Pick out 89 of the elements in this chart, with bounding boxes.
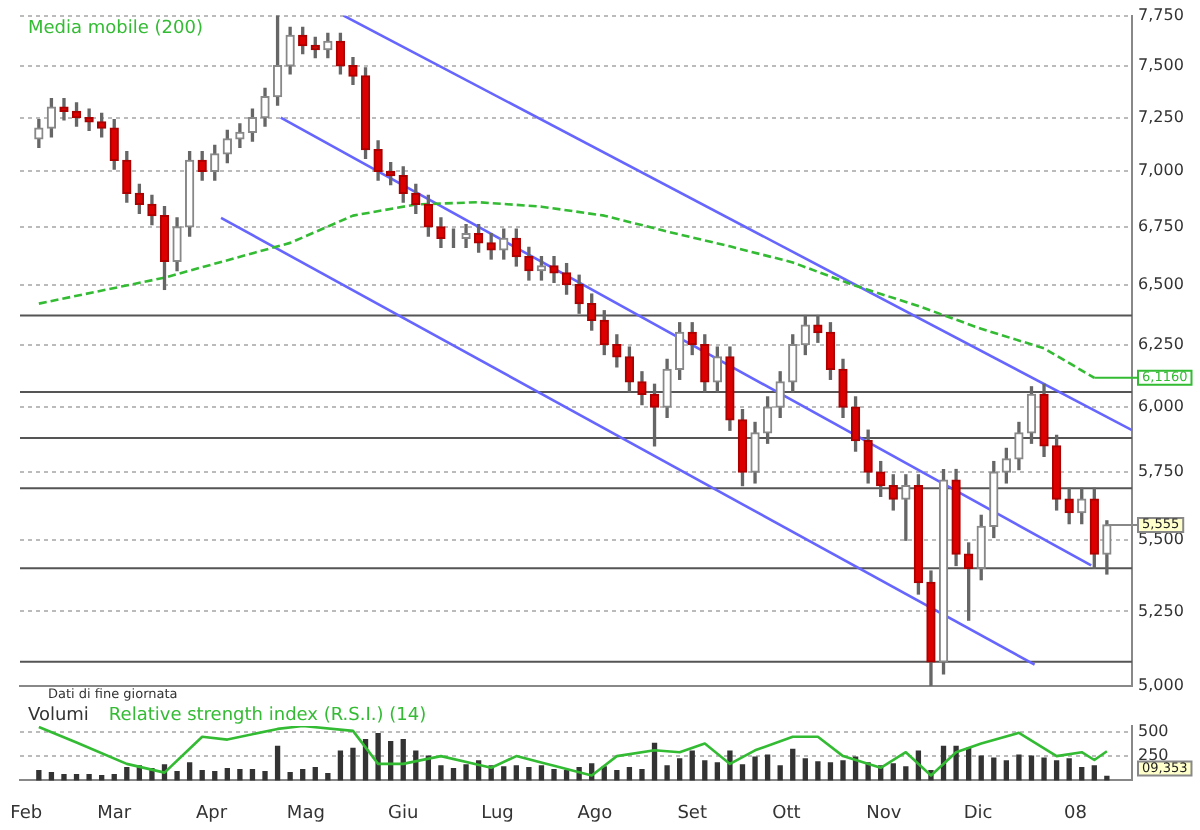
bar: [903, 766, 909, 781]
bar: [890, 763, 896, 781]
bar: [350, 747, 356, 781]
bar: [840, 760, 846, 781]
x-tick-label: Lug: [481, 803, 514, 824]
candlestick: [461, 224, 471, 249]
y-tick-label: 5,750: [1138, 462, 1184, 481]
bar: [639, 769, 645, 781]
bar: [36, 770, 42, 781]
bar: [1053, 760, 1060, 781]
bar: [450, 768, 457, 781]
bar: [199, 770, 205, 781]
y-tick-label: 7,500: [1138, 55, 1184, 74]
x-tick-label: Feb: [10, 803, 43, 824]
y-tick-label: 7,250: [1138, 107, 1184, 126]
text: Media mobile (200): [28, 19, 203, 40]
y-tick-label: 7,000: [1138, 161, 1184, 180]
x-tick-label: Dic: [963, 803, 993, 824]
bar: [689, 750, 695, 781]
bar: [614, 770, 620, 781]
bar: [513, 765, 519, 781]
x-tick-label: 08: [1064, 803, 1088, 824]
bar: [262, 771, 268, 781]
bar: [1091, 765, 1097, 781]
y-tick-label: 6,750: [1138, 217, 1184, 236]
bar: [677, 758, 683, 781]
bar: [186, 762, 193, 781]
y-tick-label: 6,000: [1138, 397, 1184, 416]
bar: [237, 769, 243, 781]
bar: [1066, 758, 1072, 781]
bar: [1028, 755, 1035, 781]
bar: [790, 748, 796, 781]
bar: [702, 760, 708, 781]
bar: [375, 733, 381, 781]
y-tick-label: 6,500: [1138, 274, 1184, 293]
bar: [827, 762, 834, 781]
bar: [714, 762, 721, 781]
y-tick-label: 250: [1138, 746, 1169, 765]
x-tick-label: Apr: [196, 803, 228, 824]
bar: [739, 764, 746, 781]
bar: [538, 765, 545, 781]
x-tick-label: Nov: [866, 803, 903, 824]
bar: [1041, 757, 1047, 781]
bar: [764, 754, 771, 781]
y-tick-label: 7,750: [1138, 5, 1184, 24]
bar: [664, 765, 670, 781]
x-tick-label: Ott: [772, 803, 802, 824]
y-tick-label: 6,250: [1138, 334, 1184, 353]
bar: [274, 745, 281, 781]
bar: [526, 767, 532, 781]
bar: [978, 755, 984, 781]
bar: [727, 750, 733, 781]
bar: [212, 771, 218, 781]
x-tick-label: Ago: [577, 803, 614, 824]
x-tick-label: Giu: [388, 803, 419, 824]
bar: [287, 771, 293, 781]
bar: [953, 745, 959, 781]
bar: [61, 773, 67, 781]
bar: [1016, 754, 1022, 781]
bar: [1104, 775, 1110, 781]
bar: [300, 769, 306, 781]
y-tick-label: 5,250: [1138, 601, 1184, 620]
bar: [815, 761, 821, 781]
bar: [501, 766, 507, 781]
bar: [174, 771, 180, 781]
bar: [1079, 767, 1085, 781]
bar: [626, 767, 633, 781]
bar: [325, 772, 331, 781]
y-tick-label: 5,000: [1138, 676, 1184, 695]
bar: [249, 769, 256, 781]
bar: [86, 773, 92, 781]
text: Volumi: [28, 705, 89, 726]
bar: [1003, 760, 1010, 781]
bar: [991, 757, 997, 781]
bar: [551, 769, 557, 781]
x-tick-label: Set: [677, 803, 708, 824]
bar: [777, 765, 783, 781]
y-tick-label: 500: [1138, 721, 1169, 740]
bar: [752, 756, 758, 781]
bar: [124, 767, 130, 781]
bar: [224, 768, 230, 781]
bar: [802, 758, 808, 781]
x-tick-label: Mag: [286, 803, 325, 824]
bar: [337, 750, 344, 781]
bar: [463, 764, 469, 781]
bar: [438, 765, 444, 781]
bar: [312, 767, 318, 781]
series-label: Relative strength index (R.S.I.) (14): [108, 705, 427, 726]
x-tick-label: Mar: [97, 803, 132, 824]
